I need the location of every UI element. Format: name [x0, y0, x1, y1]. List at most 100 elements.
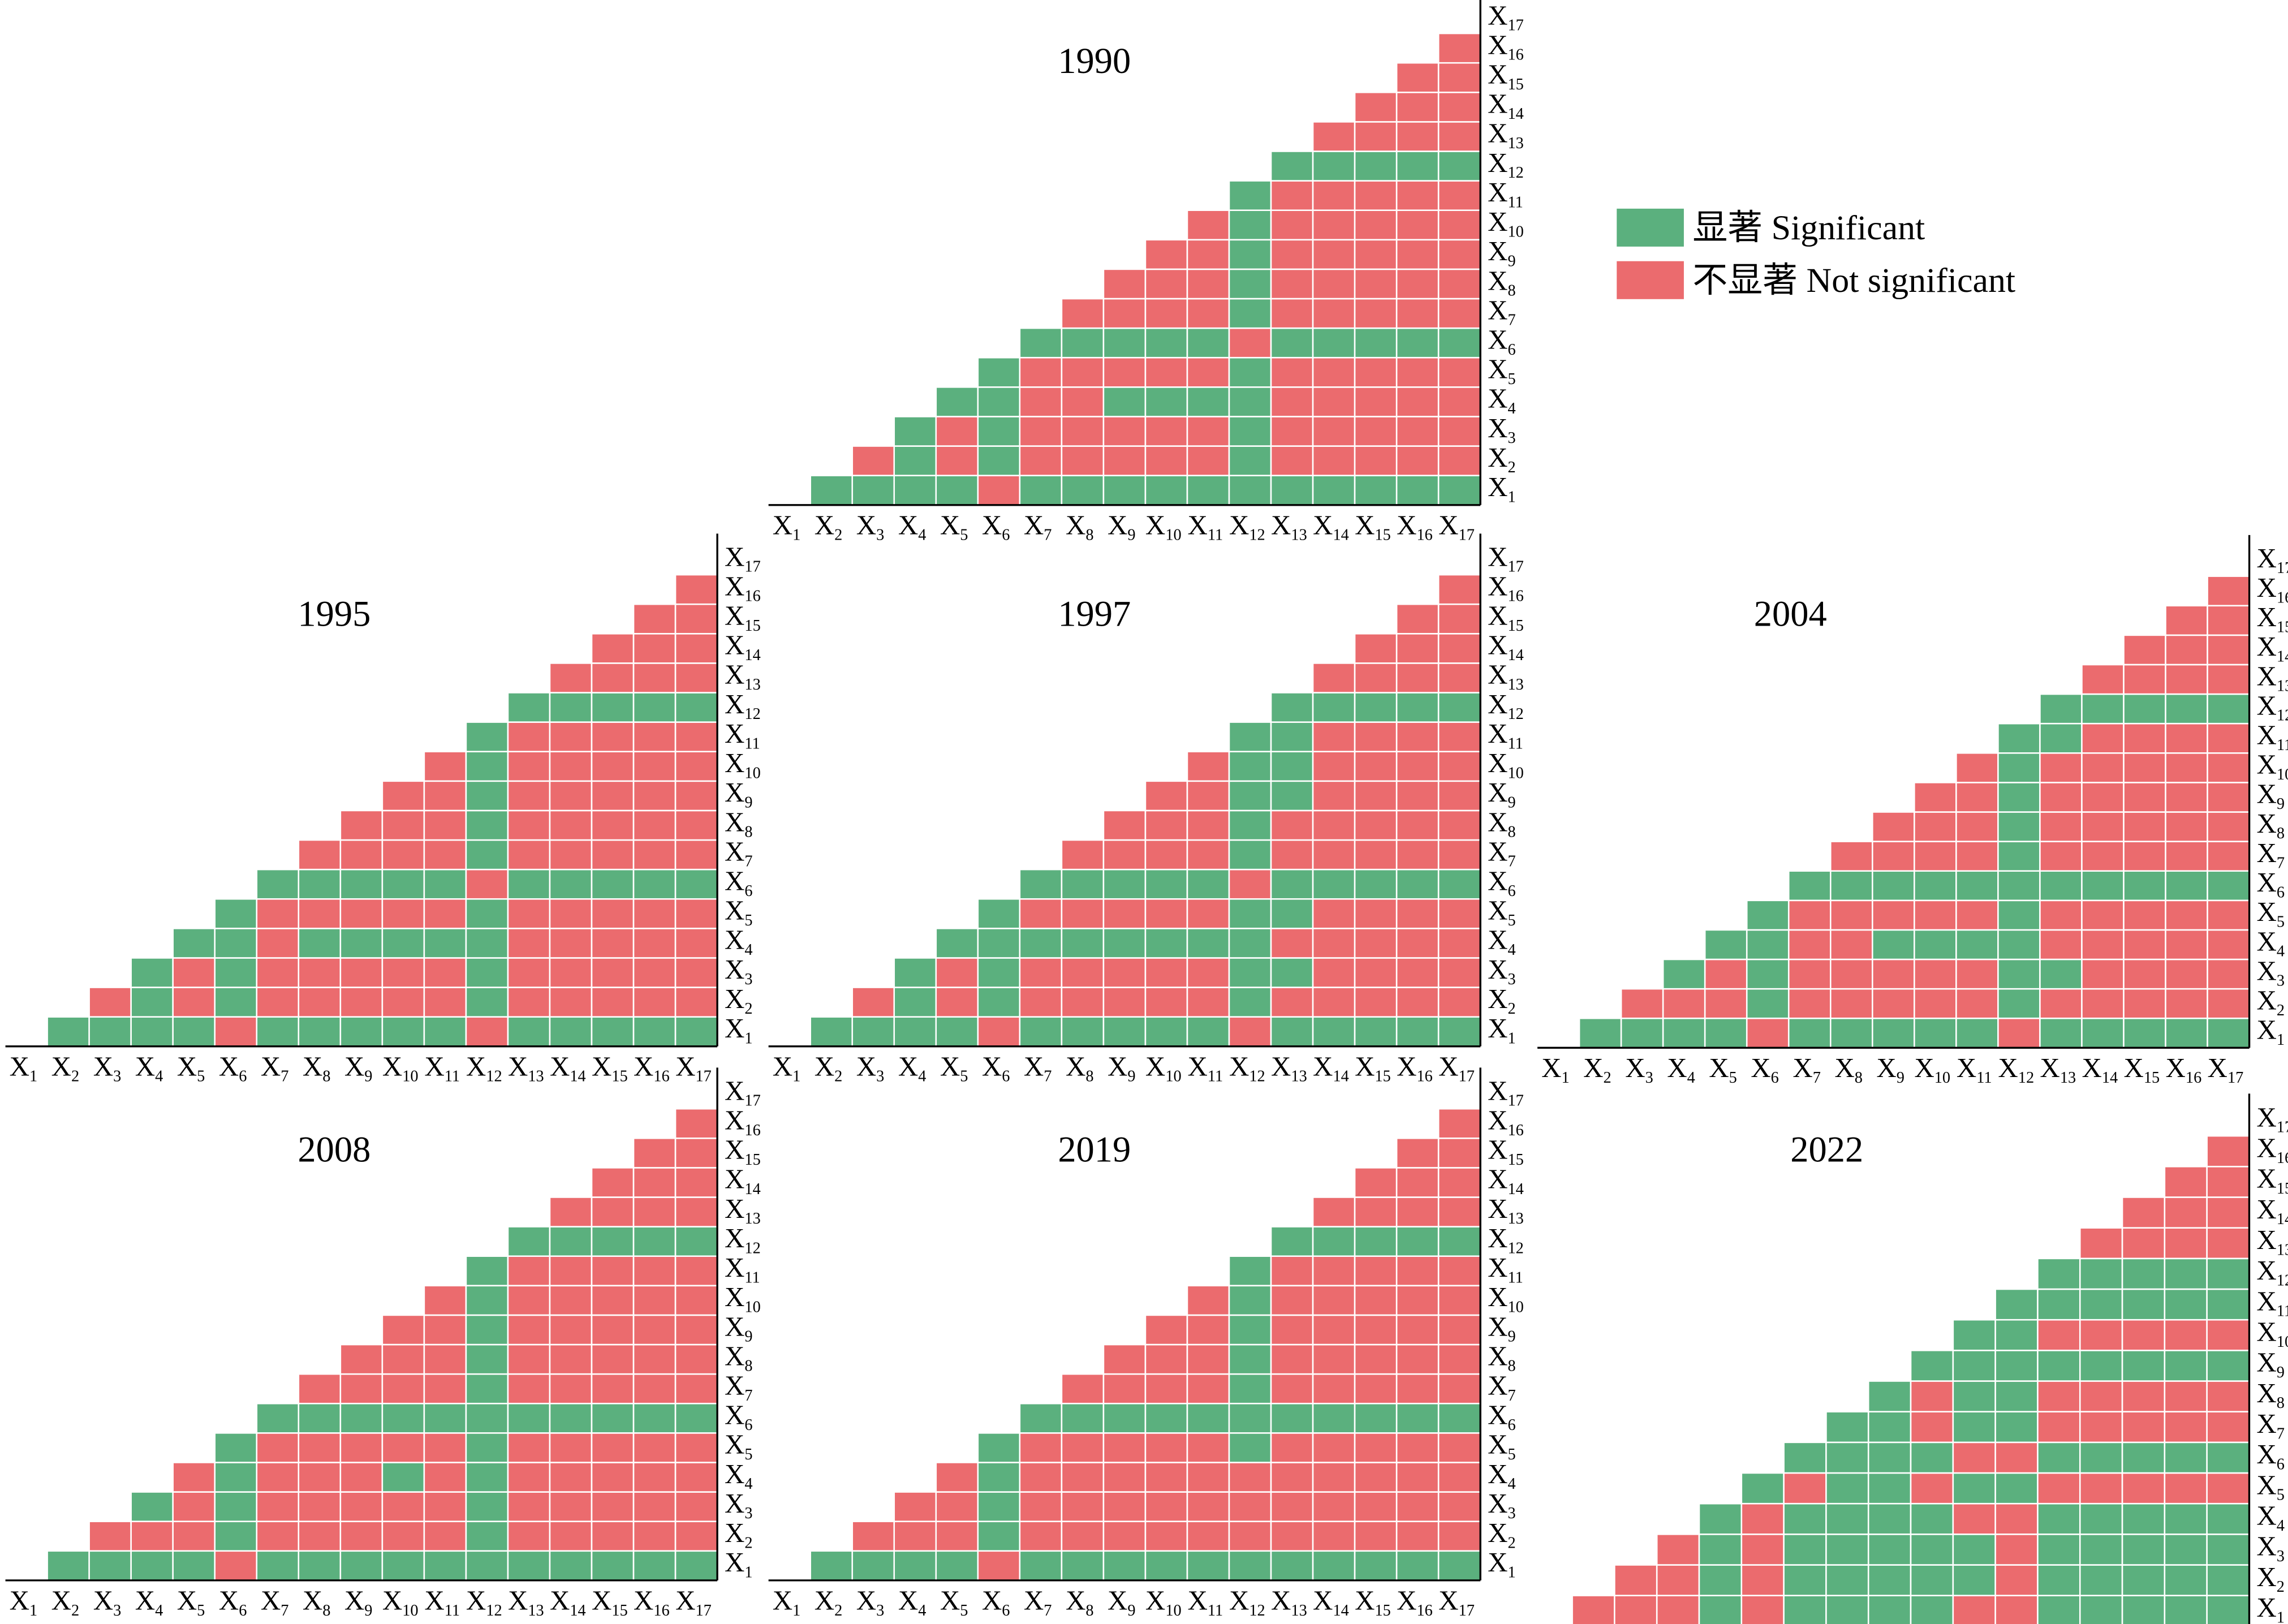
axis-symbol: X	[898, 1584, 918, 1616]
cell	[1395, 327, 1440, 359]
axis-label: X6	[1488, 1399, 1516, 1434]
cell	[1997, 782, 2041, 813]
cell	[1830, 958, 1873, 990]
axis-symbol: X	[2257, 985, 2277, 1016]
axis-index: 17	[1507, 1092, 1523, 1110]
cell	[381, 839, 425, 871]
axis-label: X16	[2257, 572, 2288, 606]
axis-index: 1	[792, 527, 800, 544]
cell	[1354, 180, 1398, 211]
cell	[1437, 1108, 1481, 1139]
cell	[465, 721, 509, 752]
cell	[1830, 988, 1873, 1019]
axis-label: X11	[725, 718, 760, 752]
cell	[1783, 1595, 1827, 1624]
axis-symbol: X	[1488, 88, 1507, 119]
axis-label: X16	[1488, 1105, 1524, 1139]
cell	[298, 1462, 342, 1493]
cell	[1437, 632, 1481, 664]
cell	[1955, 929, 1999, 960]
cell	[1102, 1491, 1147, 1522]
axis-symbol: X	[2123, 1052, 2143, 1083]
axis-symbol: X	[1488, 777, 1507, 808]
cell	[591, 1373, 635, 1405]
axis-symbol: X	[1488, 1399, 1507, 1431]
cell	[2079, 1319, 2123, 1351]
axis-symbol: X	[1488, 1429, 1507, 1460]
cell	[2039, 899, 2083, 931]
cell	[2039, 958, 2083, 990]
cell	[46, 1550, 90, 1582]
axis-label: X2	[1583, 1052, 1611, 1087]
cell	[2037, 1502, 2081, 1535]
cell	[507, 809, 551, 841]
axis-label: X10	[1145, 1050, 1182, 1085]
axis-label: X8	[2257, 808, 2285, 842]
cell	[1312, 150, 1356, 182]
axis-label: X12	[1229, 1584, 1265, 1619]
axis-index: 15	[1507, 617, 1523, 635]
cell	[2164, 1288, 2208, 1321]
cell	[1437, 150, 1481, 182]
cell	[1061, 1432, 1105, 1463]
axis-label: X3	[2256, 1531, 2285, 1565]
cell	[423, 1016, 467, 1048]
axis-symbol: X	[219, 1050, 239, 1082]
cell	[1270, 1255, 1314, 1287]
cell	[2121, 1319, 2166, 1351]
axis-index: 7	[2277, 1425, 2285, 1442]
cell	[1144, 445, 1188, 476]
axis-index: 2	[834, 1068, 842, 1085]
axis-symbol: X	[725, 1517, 744, 1548]
cell	[2123, 870, 2166, 902]
cell	[1872, 958, 1915, 990]
cell	[2081, 899, 2125, 931]
cell	[1186, 475, 1230, 506]
cell	[977, 1016, 1021, 1048]
axis-symbol: X	[1108, 1584, 1127, 1616]
cell	[1704, 988, 1748, 1019]
cell	[674, 1520, 718, 1552]
axis-index: 2	[1507, 459, 1515, 476]
axis-label: X13	[1271, 1050, 1307, 1085]
axis-index: 2	[2277, 1002, 2285, 1019]
cell	[549, 1343, 593, 1375]
cell	[507, 1285, 551, 1316]
axis-symbol: X	[856, 1584, 876, 1616]
cell	[977, 445, 1021, 476]
axis-label: X16	[2166, 1052, 2202, 1087]
cell	[2206, 1227, 2250, 1260]
axis-label: X6	[982, 509, 1010, 544]
cell	[1186, 268, 1230, 300]
axis-label: X1	[773, 1584, 801, 1619]
axis-label: X10	[1914, 1052, 1950, 1087]
cell	[1019, 356, 1063, 388]
cell	[1270, 868, 1314, 900]
cell	[549, 1226, 593, 1257]
cell	[2207, 870, 2250, 902]
axis-label: X7	[1488, 835, 1516, 870]
axis-symbol: X	[982, 1050, 1002, 1082]
cell	[674, 868, 718, 900]
cell	[172, 928, 216, 959]
cell	[1186, 1432, 1230, 1463]
axis-label: X12	[466, 1584, 502, 1619]
cell	[1997, 929, 2041, 960]
cell	[1952, 1380, 1996, 1412]
cell	[1144, 898, 1188, 929]
cell	[1144, 239, 1188, 270]
axis-symbol: X	[725, 1429, 744, 1460]
axis-label: X5	[177, 1584, 205, 1619]
axis-index: 12	[744, 1239, 760, 1257]
axis-symbol: X	[93, 1584, 113, 1616]
cell	[549, 868, 593, 900]
cell	[381, 868, 425, 900]
cell	[1144, 416, 1188, 447]
axis-label: X1	[2257, 1014, 2285, 1049]
cell	[1395, 1550, 1440, 1582]
axis-index: 14	[2277, 1211, 2288, 1228]
axis-symbol: X	[2256, 1101, 2276, 1132]
cell	[172, 987, 216, 1018]
cell	[1620, 1017, 1664, 1049]
axis-index: 16	[1507, 46, 1523, 64]
